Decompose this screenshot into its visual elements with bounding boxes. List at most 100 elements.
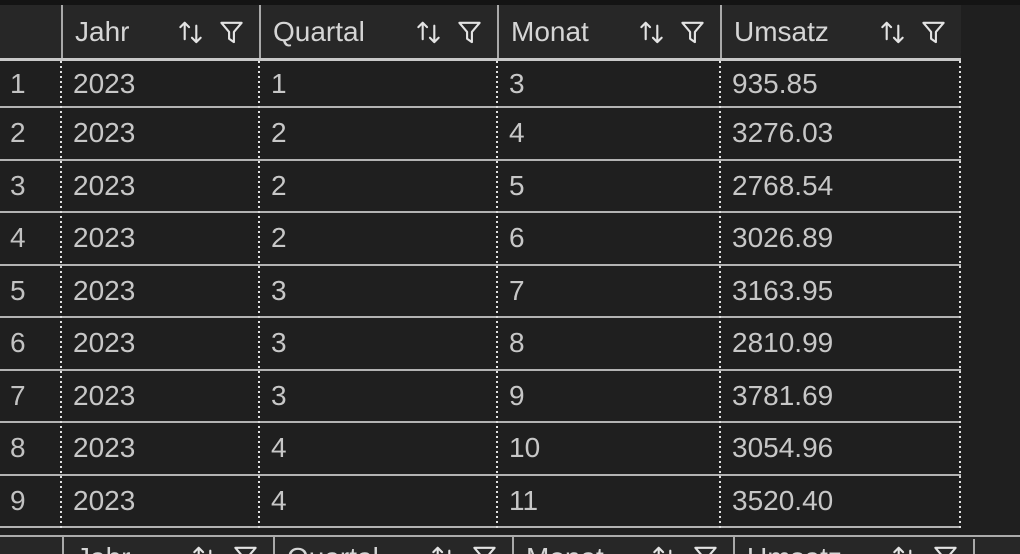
row-number-cell[interactable]: 6 <box>10 327 26 359</box>
cell-quartal[interactable]: 2 <box>271 169 287 201</box>
cell-quartal[interactable]: 3 <box>271 327 287 359</box>
cell-quartal[interactable]: 3 <box>271 379 287 411</box>
column-header-label: Jahr <box>75 15 130 47</box>
header-icons <box>890 542 959 554</box>
table-row: 6 2023 3 8 2810.99 <box>0 318 961 371</box>
cell-quartal[interactable]: 3 <box>271 274 287 306</box>
sort-icon[interactable] <box>190 542 219 554</box>
cell-jahr[interactable]: 2023 <box>73 169 136 201</box>
filter-icon[interactable] <box>218 17 245 46</box>
cell-umsatz[interactable]: 3054.96 <box>732 432 834 464</box>
cell-monat[interactable]: 5 <box>509 169 525 201</box>
column-header-label: Umsatz <box>747 542 842 554</box>
second-header-row: Jahr Quartal Monat <box>0 537 1020 554</box>
table-row: 9 2023 4 11 3520.40 <box>0 475 961 528</box>
column-header-label: Quartal <box>273 15 365 47</box>
filter-icon[interactable] <box>920 17 947 46</box>
header-icons <box>414 17 483 46</box>
column-header-label: Jahr <box>76 542 130 554</box>
table-body: 1 2023 1 3 935.85 2 2023 2 4 3276.03 3 2… <box>0 61 961 528</box>
cell-monat[interactable]: 8 <box>509 327 525 359</box>
column-header-jahr[interactable]: Jahr <box>61 5 259 58</box>
cell-umsatz[interactable]: 935.85 <box>732 67 818 99</box>
filter-icon[interactable] <box>232 542 259 554</box>
cell-umsatz[interactable]: 3163.95 <box>732 274 834 306</box>
table-row: 3 2023 2 5 2768.54 <box>0 160 961 213</box>
cell-jahr[interactable]: 2023 <box>73 274 136 306</box>
cell-quartal[interactable]: 4 <box>271 484 287 516</box>
row-number-cell[interactable]: 1 <box>10 67 26 99</box>
cell-monat[interactable]: 6 <box>509 222 525 254</box>
row-number-cell[interactable]: 4 <box>10 222 26 254</box>
row-number-cell[interactable]: 7 <box>10 379 26 411</box>
sort-icon[interactable] <box>637 17 666 46</box>
header-icons <box>429 542 498 554</box>
column-header-label: Umsatz <box>734 15 829 47</box>
filter-icon[interactable] <box>692 542 719 554</box>
header-icons <box>637 17 706 46</box>
cell-quartal[interactable]: 4 <box>271 432 287 464</box>
top-edge-strip <box>0 0 1020 5</box>
sort-icon[interactable] <box>429 542 458 554</box>
cell-jahr[interactable]: 2023 <box>73 432 136 464</box>
column-header-jahr[interactable]: Jahr <box>62 537 273 554</box>
header-icons <box>650 542 719 554</box>
column-header-monat[interactable]: Monat <box>497 5 720 58</box>
table-row: 2 2023 2 4 3276.03 <box>0 108 961 161</box>
cell-jahr[interactable]: 2023 <box>73 327 136 359</box>
cell-monat[interactable]: 7 <box>509 274 525 306</box>
sort-icon[interactable] <box>650 542 679 554</box>
second-table: Jahr Quartal Monat <box>0 535 1020 554</box>
cell-umsatz[interactable]: 3781.69 <box>732 379 834 411</box>
cell-monat[interactable]: 9 <box>509 379 525 411</box>
filter-icon[interactable] <box>471 542 498 554</box>
cell-quartal[interactable]: 2 <box>271 222 287 254</box>
cell-jahr[interactable]: 2023 <box>73 379 136 411</box>
sort-icon[interactable] <box>414 17 443 46</box>
corner-header-cell[interactable] <box>0 537 62 554</box>
table-row: 4 2023 2 6 3026.89 <box>0 213 961 266</box>
cell-monat[interactable]: 10 <box>509 432 541 464</box>
cell-jahr[interactable]: 2023 <box>73 67 136 99</box>
sort-icon[interactable] <box>890 542 919 554</box>
filter-icon[interactable] <box>932 542 959 554</box>
column-header-umsatz[interactable]: Umsatz <box>720 5 961 58</box>
row-number-cell[interactable]: 5 <box>10 274 26 306</box>
cell-quartal[interactable]: 2 <box>271 117 287 149</box>
table-row: 5 2023 3 7 3163.95 <box>0 265 961 318</box>
sort-icon[interactable] <box>176 17 205 46</box>
header-row: Jahr Quartal Monat <box>0 5 961 61</box>
filter-icon[interactable] <box>456 17 483 46</box>
cell-monat[interactable]: 11 <box>509 484 539 516</box>
cell-umsatz[interactable]: 2810.99 <box>732 327 834 359</box>
column-header-label: Monat <box>511 15 589 47</box>
cell-umsatz[interactable]: 3520.40 <box>732 484 834 516</box>
header-icons <box>878 17 947 46</box>
cell-monat[interactable]: 4 <box>509 117 525 149</box>
filter-icon[interactable] <box>679 17 706 46</box>
cell-jahr[interactable]: 2023 <box>73 484 136 516</box>
sort-icon[interactable] <box>878 17 907 46</box>
cell-quartal[interactable]: 1 <box>271 67 287 99</box>
column-header-quartal[interactable]: Quartal <box>273 537 512 554</box>
column-header-monat[interactable]: Monat <box>512 537 733 554</box>
column-header-quartal[interactable]: Quartal <box>259 5 497 58</box>
column-header-umsatz[interactable]: Umsatz <box>733 537 973 554</box>
table-row: 7 2023 3 9 3781.69 <box>0 370 961 423</box>
column-header-label: Quartal <box>287 542 379 554</box>
cell-umsatz[interactable]: 2768.54 <box>732 169 834 201</box>
corner-header-cell[interactable] <box>0 5 61 58</box>
row-number-cell[interactable]: 2 <box>10 117 26 149</box>
row-number-cell[interactable]: 8 <box>10 432 26 464</box>
row-number-cell[interactable]: 3 <box>10 169 26 201</box>
cell-monat[interactable]: 3 <box>509 67 525 99</box>
header-icons <box>176 17 245 46</box>
cell-umsatz[interactable]: 3276.03 <box>732 117 834 149</box>
table-row: 8 2023 4 10 3054.96 <box>0 423 961 476</box>
cell-jahr[interactable]: 2023 <box>73 117 136 149</box>
row-number-cell[interactable]: 9 <box>10 484 26 516</box>
main-table: Jahr Quartal Monat <box>0 5 961 528</box>
cell-jahr[interactable]: 2023 <box>73 222 136 254</box>
cell-umsatz[interactable]: 3026.89 <box>732 222 834 254</box>
